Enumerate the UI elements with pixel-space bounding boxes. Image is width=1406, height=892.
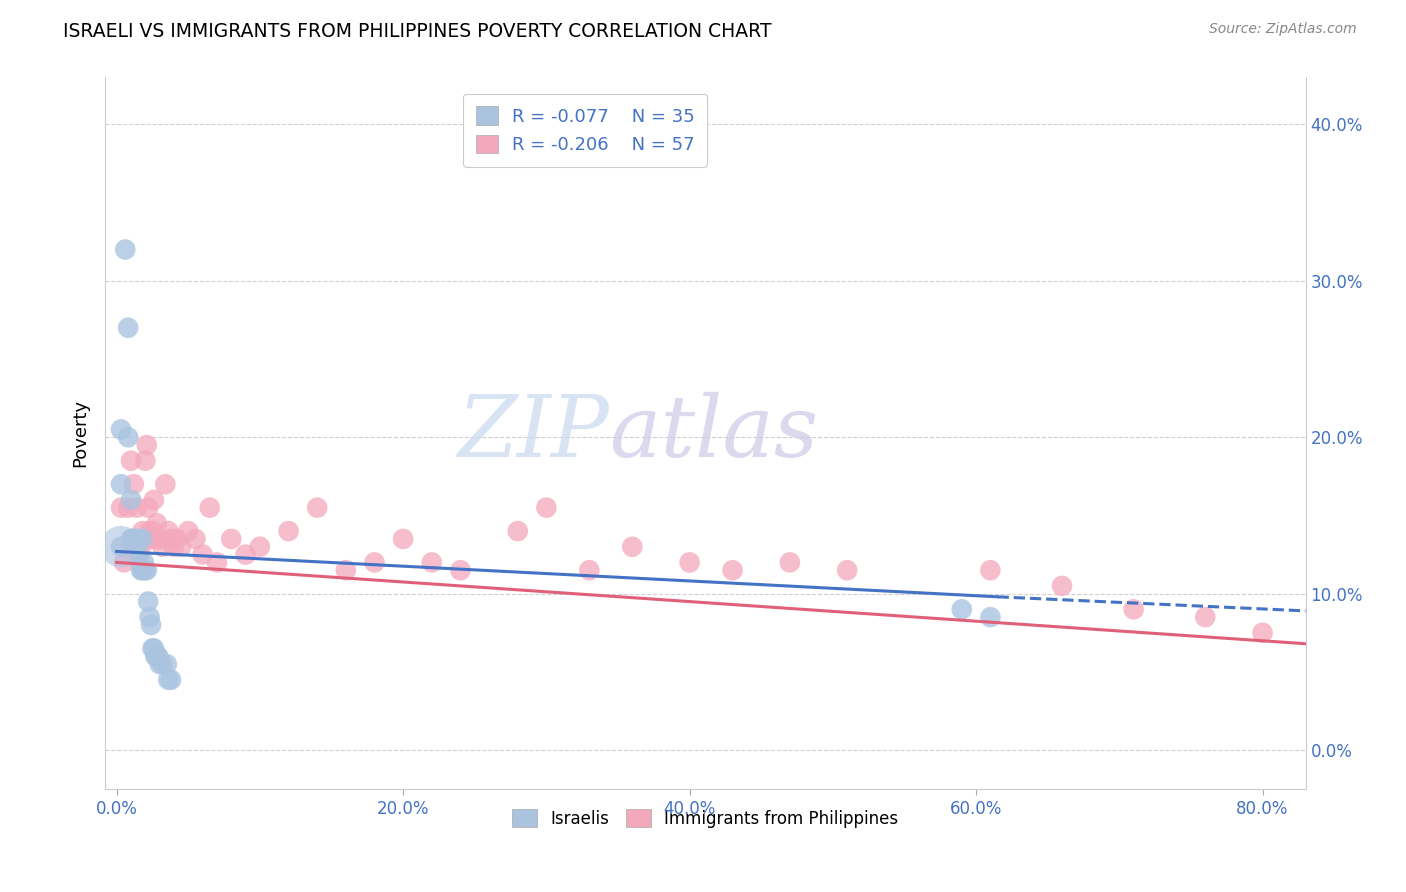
Point — [136, 594, 159, 608]
Point — [335, 563, 357, 577]
Point — [131, 563, 153, 577]
Point — [117, 500, 139, 515]
Point — [1050, 579, 1073, 593]
Point — [779, 555, 801, 569]
Point — [134, 563, 156, 577]
Point — [117, 320, 139, 334]
Point — [131, 524, 153, 538]
Point — [132, 555, 155, 569]
Point — [621, 540, 644, 554]
Point — [110, 477, 132, 491]
Point — [1194, 610, 1216, 624]
Point — [110, 540, 132, 554]
Point — [177, 524, 200, 538]
Point — [114, 243, 136, 257]
Point — [536, 500, 558, 515]
Point — [198, 500, 221, 515]
Point — [157, 673, 180, 687]
Point — [1122, 602, 1144, 616]
Point — [142, 492, 165, 507]
Text: ZIP: ZIP — [457, 392, 609, 475]
Point — [506, 524, 529, 538]
Point — [127, 540, 149, 554]
Point — [184, 532, 207, 546]
Point — [128, 555, 150, 569]
Point — [136, 500, 159, 515]
Point — [129, 540, 152, 554]
Point — [152, 540, 174, 554]
Point — [678, 555, 700, 569]
Point — [277, 524, 299, 538]
Point — [578, 563, 600, 577]
Point — [420, 555, 443, 569]
Point — [307, 500, 329, 515]
Point — [125, 500, 148, 515]
Point — [249, 540, 271, 554]
Point — [121, 532, 143, 546]
Point — [122, 477, 145, 491]
Legend: Israelis, Immigrants from Philippines: Israelis, Immigrants from Philippines — [506, 803, 905, 834]
Point — [163, 540, 186, 554]
Point — [135, 438, 157, 452]
Point — [191, 548, 214, 562]
Point — [979, 563, 1001, 577]
Text: Source: ZipAtlas.com: Source: ZipAtlas.com — [1209, 22, 1357, 37]
Point — [166, 532, 188, 546]
Point — [160, 532, 183, 546]
Point — [110, 540, 132, 554]
Point — [157, 524, 180, 538]
Point — [837, 563, 859, 577]
Point — [141, 641, 163, 656]
Point — [721, 563, 744, 577]
Point — [149, 532, 172, 546]
Point — [127, 532, 149, 546]
Point — [146, 649, 169, 664]
Point — [110, 422, 132, 436]
Point — [156, 657, 179, 671]
Text: ISRAELI VS IMMIGRANTS FROM PHILIPPINES POVERTY CORRELATION CHART: ISRAELI VS IMMIGRANTS FROM PHILIPPINES P… — [63, 22, 772, 41]
Y-axis label: Poverty: Poverty — [72, 400, 89, 467]
Point — [170, 540, 193, 554]
Point — [110, 500, 132, 515]
Point — [138, 524, 160, 538]
Point — [134, 453, 156, 467]
Point — [205, 555, 228, 569]
Point — [129, 563, 152, 577]
Point — [120, 492, 142, 507]
Text: atlas: atlas — [609, 392, 818, 475]
Point — [125, 540, 148, 554]
Point — [142, 641, 165, 656]
Point — [148, 649, 170, 664]
Point — [363, 555, 385, 569]
Point — [128, 548, 150, 562]
Point — [219, 532, 242, 546]
Point — [392, 532, 415, 546]
Point — [449, 563, 471, 577]
Point — [138, 610, 160, 624]
Point — [131, 532, 153, 546]
Point — [120, 540, 142, 554]
Point — [950, 602, 973, 616]
Point — [152, 657, 174, 671]
Point — [139, 532, 162, 546]
Point — [160, 673, 183, 687]
Point — [122, 532, 145, 546]
Point — [143, 532, 166, 546]
Point — [146, 516, 169, 531]
Point — [235, 548, 257, 562]
Point — [141, 524, 163, 538]
Point — [120, 453, 142, 467]
Point — [149, 657, 172, 671]
Point — [120, 532, 142, 546]
Point — [135, 563, 157, 577]
Point — [143, 649, 166, 664]
Point — [124, 532, 146, 546]
Point — [139, 618, 162, 632]
Point — [117, 430, 139, 444]
Point — [979, 610, 1001, 624]
Point — [124, 540, 146, 554]
Point — [112, 555, 135, 569]
Point — [1251, 625, 1274, 640]
Point — [155, 477, 177, 491]
